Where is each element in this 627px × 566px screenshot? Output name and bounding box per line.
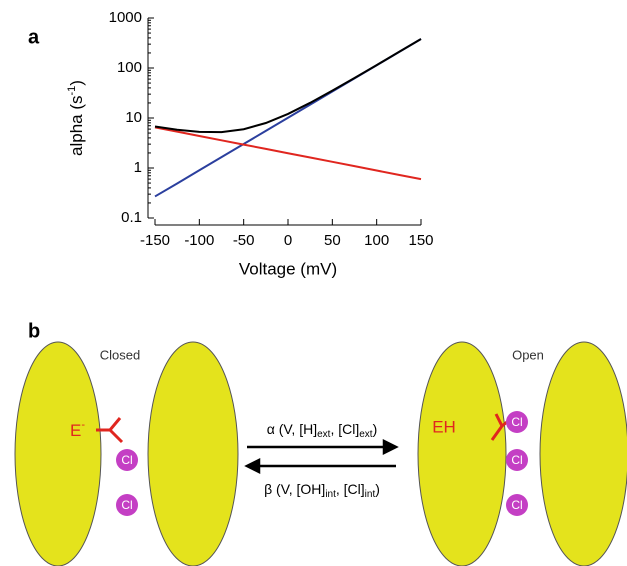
x-axis-label: Voltage (mV) (239, 259, 337, 278)
data-line (154, 38, 422, 134)
forward-rate: α (V, [H]ext, [Cl]ext) (267, 421, 378, 440)
ion-label: Cl (511, 453, 522, 467)
x-tick-label: 150 (408, 232, 433, 249)
y-tick-label: 0.1 (121, 209, 142, 226)
y-tick-label: 100 (117, 59, 142, 76)
x-tick-label: -150 (140, 232, 170, 249)
ion-label: Cl (511, 415, 522, 429)
chloride-ion (506, 494, 528, 516)
chloride-ion (116, 449, 138, 471)
chloride-ion (506, 411, 528, 433)
data-line (154, 126, 422, 181)
panel-label: a (28, 26, 40, 48)
channel-walls (14, 341, 627, 566)
x-tick-label: -100 (184, 232, 214, 249)
panel-label: b (28, 320, 40, 342)
ion-label: Cl (121, 498, 132, 512)
chloride-ion (116, 494, 138, 516)
arrows (244, 438, 399, 475)
y-tick-label: 1 (134, 159, 142, 176)
glutamate-label: EH (432, 417, 456, 436)
x-tick-label: 0 (284, 232, 292, 249)
backward-rate: β (V, [OH]int, [Cl]int) (264, 481, 380, 500)
state-label: Open (512, 347, 544, 362)
glutamate-label: E- (70, 419, 85, 441)
y-axis-label: alpha (s-1) (66, 80, 87, 156)
y-tick-label: 1000 (109, 9, 142, 26)
x-tick-label: 100 (364, 232, 389, 249)
ion-label: Cl (511, 498, 522, 512)
state-label: Closed (100, 347, 140, 362)
x-tick-label: 50 (324, 232, 341, 249)
chloride-ion (506, 449, 528, 471)
x-tick-label: -50 (233, 232, 255, 249)
ion-label: Cl (121, 453, 132, 467)
y-tick-label: 10 (125, 109, 142, 126)
gate-residue (96, 417, 124, 444)
